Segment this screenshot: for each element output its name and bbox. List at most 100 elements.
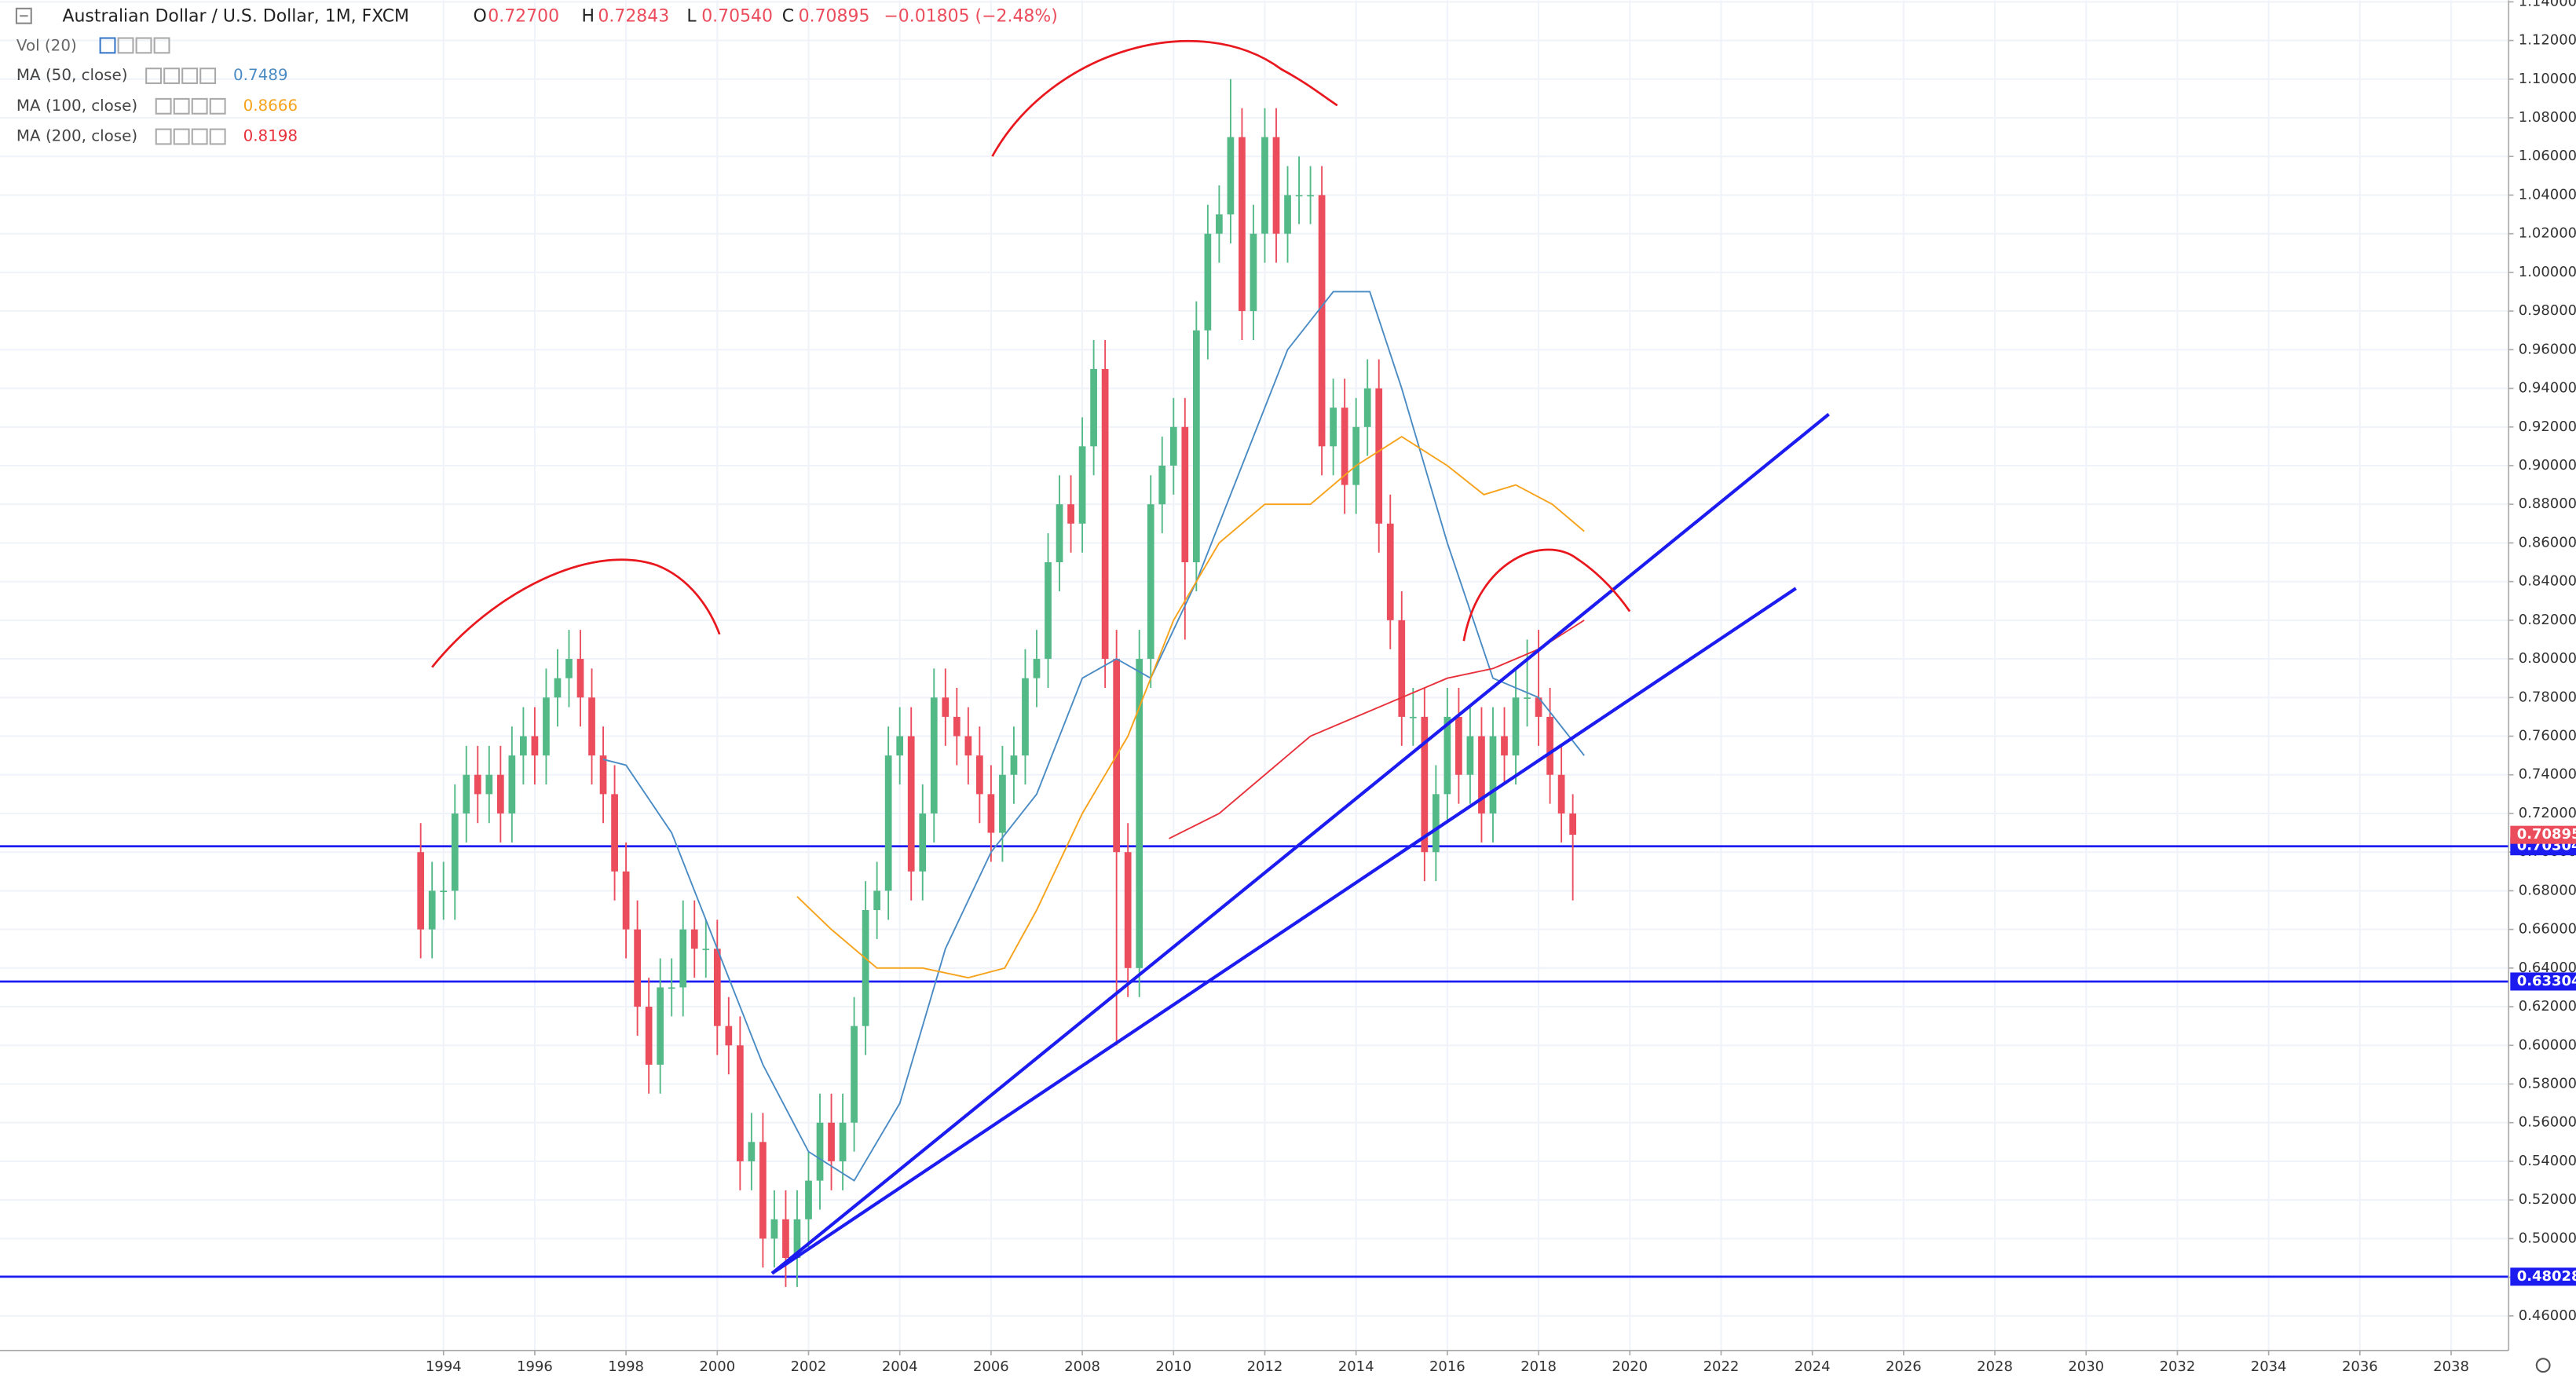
- indicator-icon[interactable]: [163, 68, 181, 85]
- candle-body: [1512, 697, 1520, 756]
- y-tick-label: 0.54000: [2519, 1153, 2576, 1169]
- y-tick-label: 0.90000: [2519, 457, 2576, 473]
- indicator-icon[interactable]: [117, 37, 134, 54]
- candle-body: [1398, 620, 1406, 717]
- price-label: 0.63304: [2517, 973, 2576, 989]
- ohlc-value: 0.72700: [488, 6, 559, 26]
- candle-body: [770, 1219, 778, 1239]
- candle-body: [474, 774, 481, 795]
- candle-body: [634, 929, 641, 1007]
- candle-body: [565, 659, 573, 678]
- candle-body: [599, 755, 607, 795]
- indicator-legend: MA (50, close) 0.7489 MA (100, close) 0.866…: [16, 66, 298, 144]
- candle-body: [964, 736, 972, 756]
- indicator-icon[interactable]: [191, 128, 208, 145]
- indicator-value: 0.7489: [233, 66, 288, 84]
- x-tick-label: 2030: [2068, 1358, 2104, 1375]
- x-tick-label: 2010: [1155, 1358, 1191, 1375]
- candle-body: [1421, 716, 1429, 853]
- settings-icon[interactable]: [2535, 1358, 2551, 1373]
- y-tick-label: 1.02000: [2519, 225, 2576, 242]
- indicator-name: MA (50, close): [16, 66, 128, 84]
- candle-body: [1204, 233, 1212, 331]
- candle-body: [531, 736, 539, 756]
- candle-body: [884, 755, 892, 891]
- arc-drawing: [1462, 548, 1631, 642]
- y-tick-label: 1.08000: [2519, 109, 2576, 126]
- indicator-name: MA (200, close): [16, 127, 137, 145]
- collapse-icon[interactable]: [15, 7, 32, 24]
- y-tick-label: 0.72000: [2519, 805, 2576, 821]
- x-tick-label: 2008: [1064, 1358, 1100, 1375]
- candle-body: [1386, 523, 1394, 620]
- candle-body: [508, 755, 516, 813]
- candle-body: [816, 1122, 824, 1181]
- indicator-icon[interactable]: [99, 37, 116, 54]
- indicator-icon[interactable]: [209, 97, 226, 115]
- candle-body: [1216, 214, 1223, 234]
- candle-body: [828, 1122, 835, 1161]
- candle-body: [1284, 195, 1291, 234]
- indicator-icon[interactable]: [181, 68, 199, 85]
- x-tick-label: 2032: [2160, 1358, 2196, 1375]
- y-tick-label: 0.92000: [2519, 419, 2576, 435]
- y-tick-label: 0.84000: [2519, 573, 2576, 590]
- candle-body: [611, 794, 618, 872]
- ohlc-label: H: [582, 6, 595, 26]
- trend-line: [770, 412, 1830, 1275]
- candle-body: [1330, 408, 1337, 447]
- indicator-icon[interactable]: [153, 37, 170, 54]
- indicator-icon[interactable]: [155, 97, 172, 115]
- candle-body: [702, 949, 710, 950]
- price-label: 0.48028: [2517, 1268, 2576, 1285]
- candle-body: [1409, 716, 1417, 718]
- indicator-value: 0.8666: [243, 97, 298, 115]
- candle-body: [1569, 813, 1576, 835]
- indicator-icon[interactable]: [145, 68, 163, 85]
- candle-body: [1307, 195, 1314, 197]
- candle-body: [679, 929, 687, 988]
- candle-body: [1056, 504, 1063, 563]
- candle-body: [930, 697, 938, 813]
- candle-body: [440, 890, 448, 893]
- candle-body: [622, 871, 630, 930]
- indicator-icon[interactable]: [199, 68, 217, 85]
- candle-body: [1169, 426, 1177, 466]
- grid: [0, 0, 2509, 1351]
- candle-body: [805, 1180, 812, 1219]
- y-tick-label: 1.14000: [2519, 0, 2576, 9]
- candle-body: [1090, 368, 1097, 447]
- indicator-icon[interactable]: [135, 37, 152, 54]
- candle-body: [1147, 504, 1154, 660]
- y-tick-label: 0.82000: [2519, 612, 2576, 628]
- candle-body: [1557, 774, 1565, 813]
- y-tick-label: 0.64000: [2519, 960, 2576, 976]
- candle-body: [1295, 195, 1303, 197]
- trend-line: [770, 587, 1797, 1275]
- volume-label[interactable]: Vol (20): [16, 36, 77, 54]
- indicator-icon[interactable]: [191, 97, 208, 115]
- y-tick-label: 1.10000: [2519, 71, 2576, 87]
- candle-body: [1261, 137, 1268, 234]
- indicator-icon[interactable]: [155, 128, 172, 145]
- y-tick-label: 0.88000: [2519, 495, 2576, 512]
- candle-body: [1478, 736, 1485, 813]
- candle-body: [1010, 755, 1018, 775]
- candle-body: [657, 987, 664, 1065]
- change-value: −0.01805 (−2.48%): [884, 6, 1057, 26]
- candle-body: [1489, 736, 1497, 813]
- x-tick-label: 2028: [1977, 1358, 2013, 1375]
- candle-body: [668, 987, 675, 989]
- y-tick-label: 0.74000: [2519, 766, 2576, 783]
- candle-body: [839, 1122, 847, 1161]
- y-tick-label: 0.66000: [2519, 921, 2576, 938]
- arc-drawing: [991, 39, 1338, 157]
- indicator-icon[interactable]: [173, 128, 190, 145]
- y-tick-label: 1.00000: [2519, 264, 2576, 280]
- candle-body: [953, 716, 961, 737]
- indicator-icon[interactable]: [173, 97, 190, 115]
- moving-average-line: [602, 291, 1585, 1182]
- candle-body: [942, 697, 950, 717]
- indicator-icon[interactable]: [209, 128, 226, 145]
- candle-body: [543, 697, 550, 756]
